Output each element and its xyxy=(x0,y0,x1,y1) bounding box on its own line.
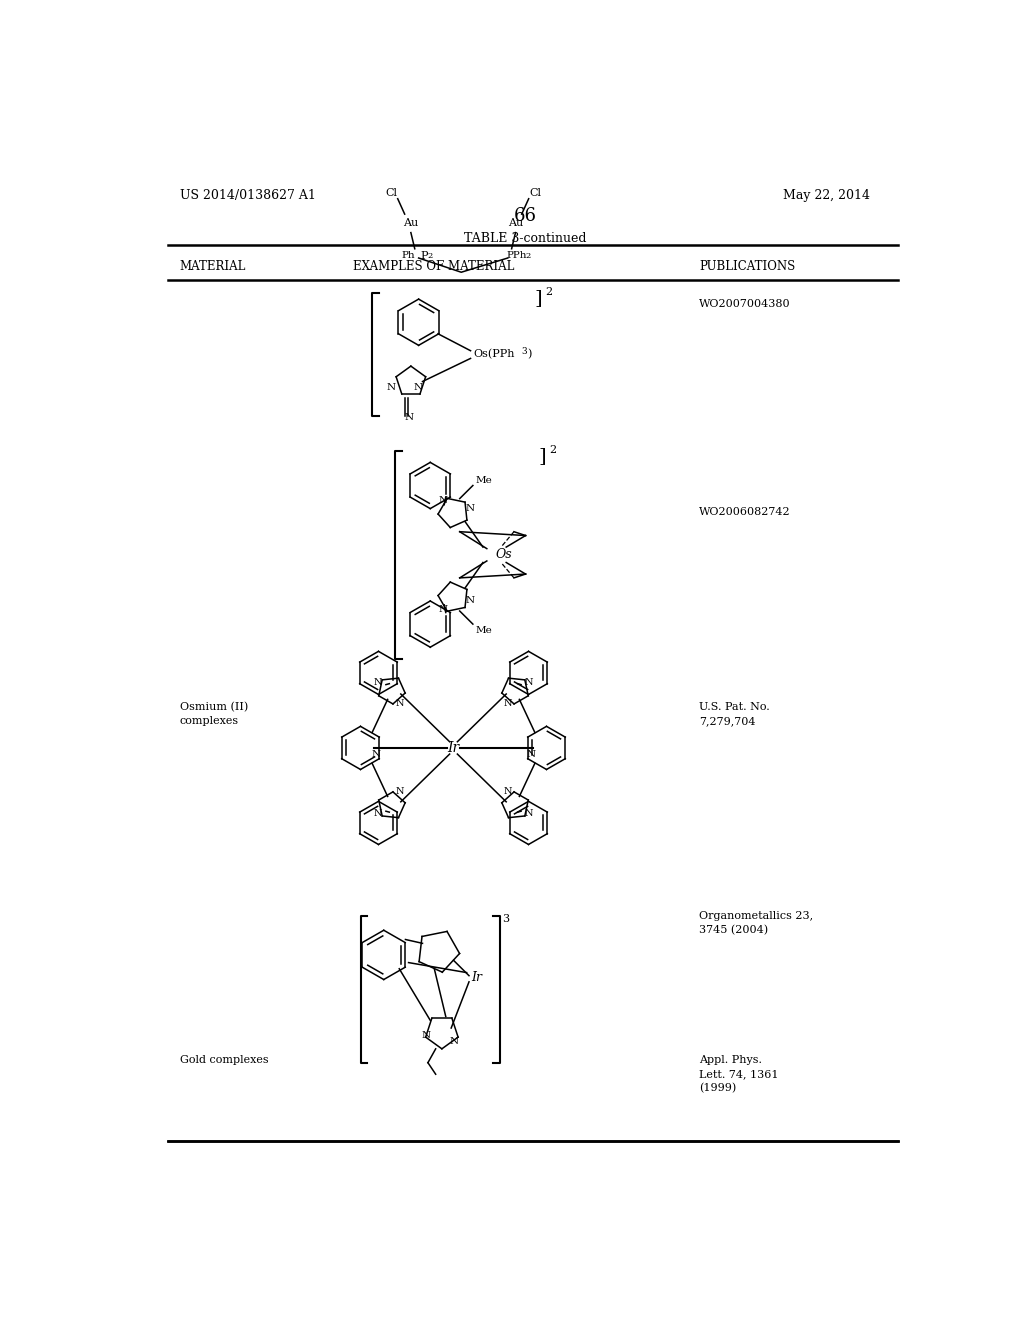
Text: N: N xyxy=(438,495,447,504)
Text: N: N xyxy=(386,383,395,392)
Text: Me: Me xyxy=(475,477,492,486)
Text: N: N xyxy=(395,788,403,796)
Text: N: N xyxy=(524,809,534,818)
Text: 2: 2 xyxy=(427,252,432,260)
Text: N: N xyxy=(465,597,474,606)
Text: N: N xyxy=(465,504,474,513)
Text: 2: 2 xyxy=(545,286,552,297)
Text: N: N xyxy=(503,700,512,709)
Text: 2: 2 xyxy=(525,252,530,260)
Text: ]: ] xyxy=(535,289,543,308)
Text: Cl: Cl xyxy=(528,187,541,198)
Text: N: N xyxy=(404,413,414,421)
Text: N: N xyxy=(524,678,534,686)
Text: N: N xyxy=(438,605,447,614)
Text: N: N xyxy=(372,750,381,759)
Text: PPh: PPh xyxy=(506,251,526,260)
Text: Os: Os xyxy=(496,548,512,561)
Text: 3: 3 xyxy=(503,913,510,924)
Text: Ph: Ph xyxy=(401,251,415,260)
Text: Gold complexes: Gold complexes xyxy=(179,1055,268,1065)
Text: 2: 2 xyxy=(549,445,556,454)
Text: P: P xyxy=(420,251,428,260)
Text: MATERIAL: MATERIAL xyxy=(179,260,246,273)
Text: May 22, 2014: May 22, 2014 xyxy=(783,189,870,202)
Text: Ir: Ir xyxy=(471,972,482,985)
Text: N: N xyxy=(395,700,403,709)
Text: US 2014/0138627 A1: US 2014/0138627 A1 xyxy=(179,189,315,202)
Text: PUBLICATIONS: PUBLICATIONS xyxy=(699,260,796,273)
Text: N: N xyxy=(422,1031,431,1040)
Text: Me: Me xyxy=(475,627,492,635)
Text: Organometallics 23,
3745 (2004): Organometallics 23, 3745 (2004) xyxy=(699,911,813,935)
Text: Os(PPh: Os(PPh xyxy=(473,350,514,360)
Text: U.S. Pat. No.
7,279,704: U.S. Pat. No. 7,279,704 xyxy=(699,702,770,726)
Text: WO2006082742: WO2006082742 xyxy=(699,507,791,517)
Text: Au: Au xyxy=(508,218,523,228)
Text: N: N xyxy=(450,1036,459,1045)
Text: 3: 3 xyxy=(521,347,527,356)
Text: 66: 66 xyxy=(513,207,537,226)
Text: ]: ] xyxy=(539,447,547,465)
Text: N: N xyxy=(503,788,512,796)
Text: TABLE 3-continued: TABLE 3-continued xyxy=(464,231,586,244)
Text: N: N xyxy=(374,809,382,818)
Text: Osmium (II)
complexes: Osmium (II) complexes xyxy=(179,702,248,726)
Text: WO2007004380: WO2007004380 xyxy=(699,298,791,309)
Text: Cl: Cl xyxy=(385,187,397,198)
Text: Au: Au xyxy=(403,218,419,228)
Text: N: N xyxy=(526,750,536,759)
Text: EXAMPLES OF MATERIAL: EXAMPLES OF MATERIAL xyxy=(353,260,514,273)
Text: N: N xyxy=(374,678,382,686)
Text: N: N xyxy=(414,383,422,392)
Text: Ir: Ir xyxy=(447,741,460,755)
Text: ): ) xyxy=(527,350,531,360)
Text: Appl. Phys.
Lett. 74, 1361
(1999): Appl. Phys. Lett. 74, 1361 (1999) xyxy=(699,1055,779,1093)
